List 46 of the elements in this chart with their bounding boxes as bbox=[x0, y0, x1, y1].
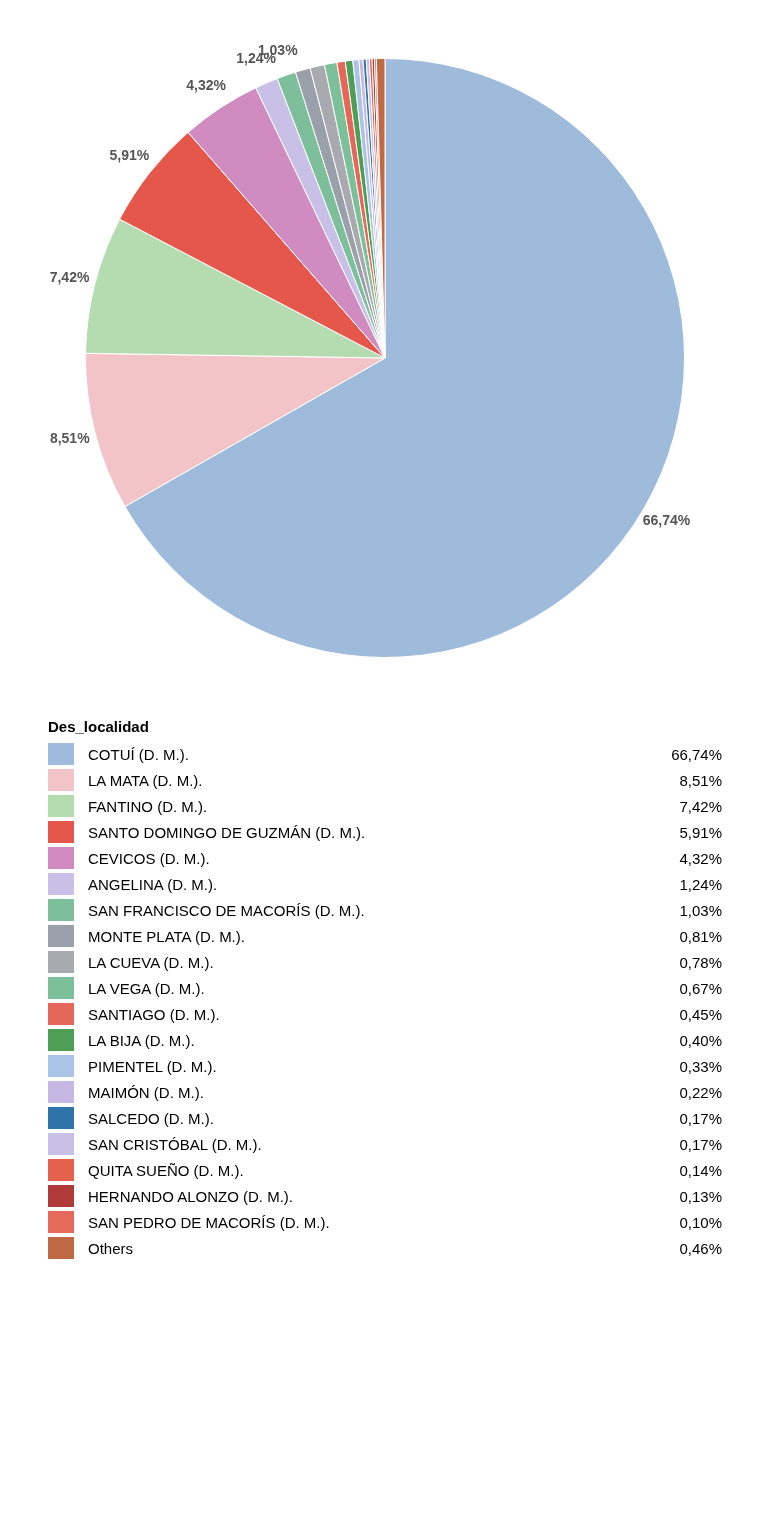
text: 66,74% bbox=[671, 745, 722, 763]
legend-label: MONTE PLATA (D. M.). bbox=[87, 926, 246, 947]
legend-label: SAN FRANCISCO DE MACORÍS (D. M.). bbox=[87, 900, 366, 921]
data-label: 0,17% bbox=[678, 1134, 722, 1155]
data-label: 7,42% bbox=[49, 268, 90, 285]
legend-label: FANTINO (D. M.). bbox=[87, 796, 209, 817]
legend-label: SANTO DOMINGO DE GUZMÁN (D. M.). bbox=[87, 822, 367, 843]
data-label: 0,13% bbox=[678, 1186, 722, 1207]
data-label: 0,67% bbox=[678, 978, 722, 999]
legend-label: LA VEGA (D. M.). bbox=[87, 978, 206, 999]
data-label: 0,22% bbox=[678, 1082, 722, 1103]
legend-label: LA BIJA (D. M.). bbox=[87, 1030, 196, 1051]
text: 8,51% bbox=[679, 771, 722, 789]
data-label: 0,78% bbox=[678, 952, 722, 973]
legend-label: SAN PEDRO DE MACORÍS (D. M.). bbox=[87, 1212, 331, 1233]
data-label: 66,74% bbox=[642, 512, 691, 529]
legend-label: LA MATA (D. M.). bbox=[87, 770, 204, 791]
data-label: 0,45% bbox=[678, 1004, 722, 1025]
data-label: 0,14% bbox=[678, 1160, 722, 1181]
legend-label: SALCEDO (D. M.). bbox=[87, 1108, 215, 1129]
data-label: 0,17% bbox=[678, 1108, 722, 1129]
data-label: 0,40% bbox=[678, 1030, 722, 1051]
legend-label: LA CUEVA (D. M.). bbox=[87, 952, 215, 973]
legend-label: CEVICOS (D. M.). bbox=[87, 848, 211, 869]
data-label: 0,46% bbox=[678, 1238, 722, 1259]
data-label: 0,81% bbox=[678, 926, 722, 947]
legend-label: SANTIAGO (D. M.). bbox=[87, 1004, 221, 1025]
legend-label: SAN CRISTÓBAL (D. M.). bbox=[87, 1134, 263, 1155]
text: 1,24% bbox=[679, 875, 722, 893]
legend-title: Des_localidad bbox=[48, 718, 150, 735]
legend-label: ANGELINA (D. M.). bbox=[87, 874, 219, 895]
legend-label: HERNANDO ALONZO (D. M.). bbox=[87, 1186, 294, 1207]
text: 4,32% bbox=[679, 849, 722, 867]
legend-label: PIMENTEL (D. M.). bbox=[87, 1056, 218, 1077]
text: 7,42% bbox=[679, 797, 722, 815]
data-label: 5,91% bbox=[109, 147, 150, 164]
data-label: 8,51% bbox=[49, 429, 91, 446]
text: 1,03% bbox=[679, 901, 722, 919]
data-label: 0,10% bbox=[678, 1212, 722, 1233]
text: 5,91% bbox=[679, 823, 722, 841]
data-label: 0,33% bbox=[678, 1056, 722, 1077]
legend-label: QUITA SUEÑO (D. M.). bbox=[87, 1160, 245, 1181]
legend-label: Others bbox=[87, 1238, 134, 1259]
legend-label: MAIMÓN (D. M.). bbox=[87, 1082, 205, 1103]
data-label: 4,32% bbox=[186, 76, 227, 93]
legend-label: COTUÍ (D. M.). bbox=[87, 744, 190, 765]
